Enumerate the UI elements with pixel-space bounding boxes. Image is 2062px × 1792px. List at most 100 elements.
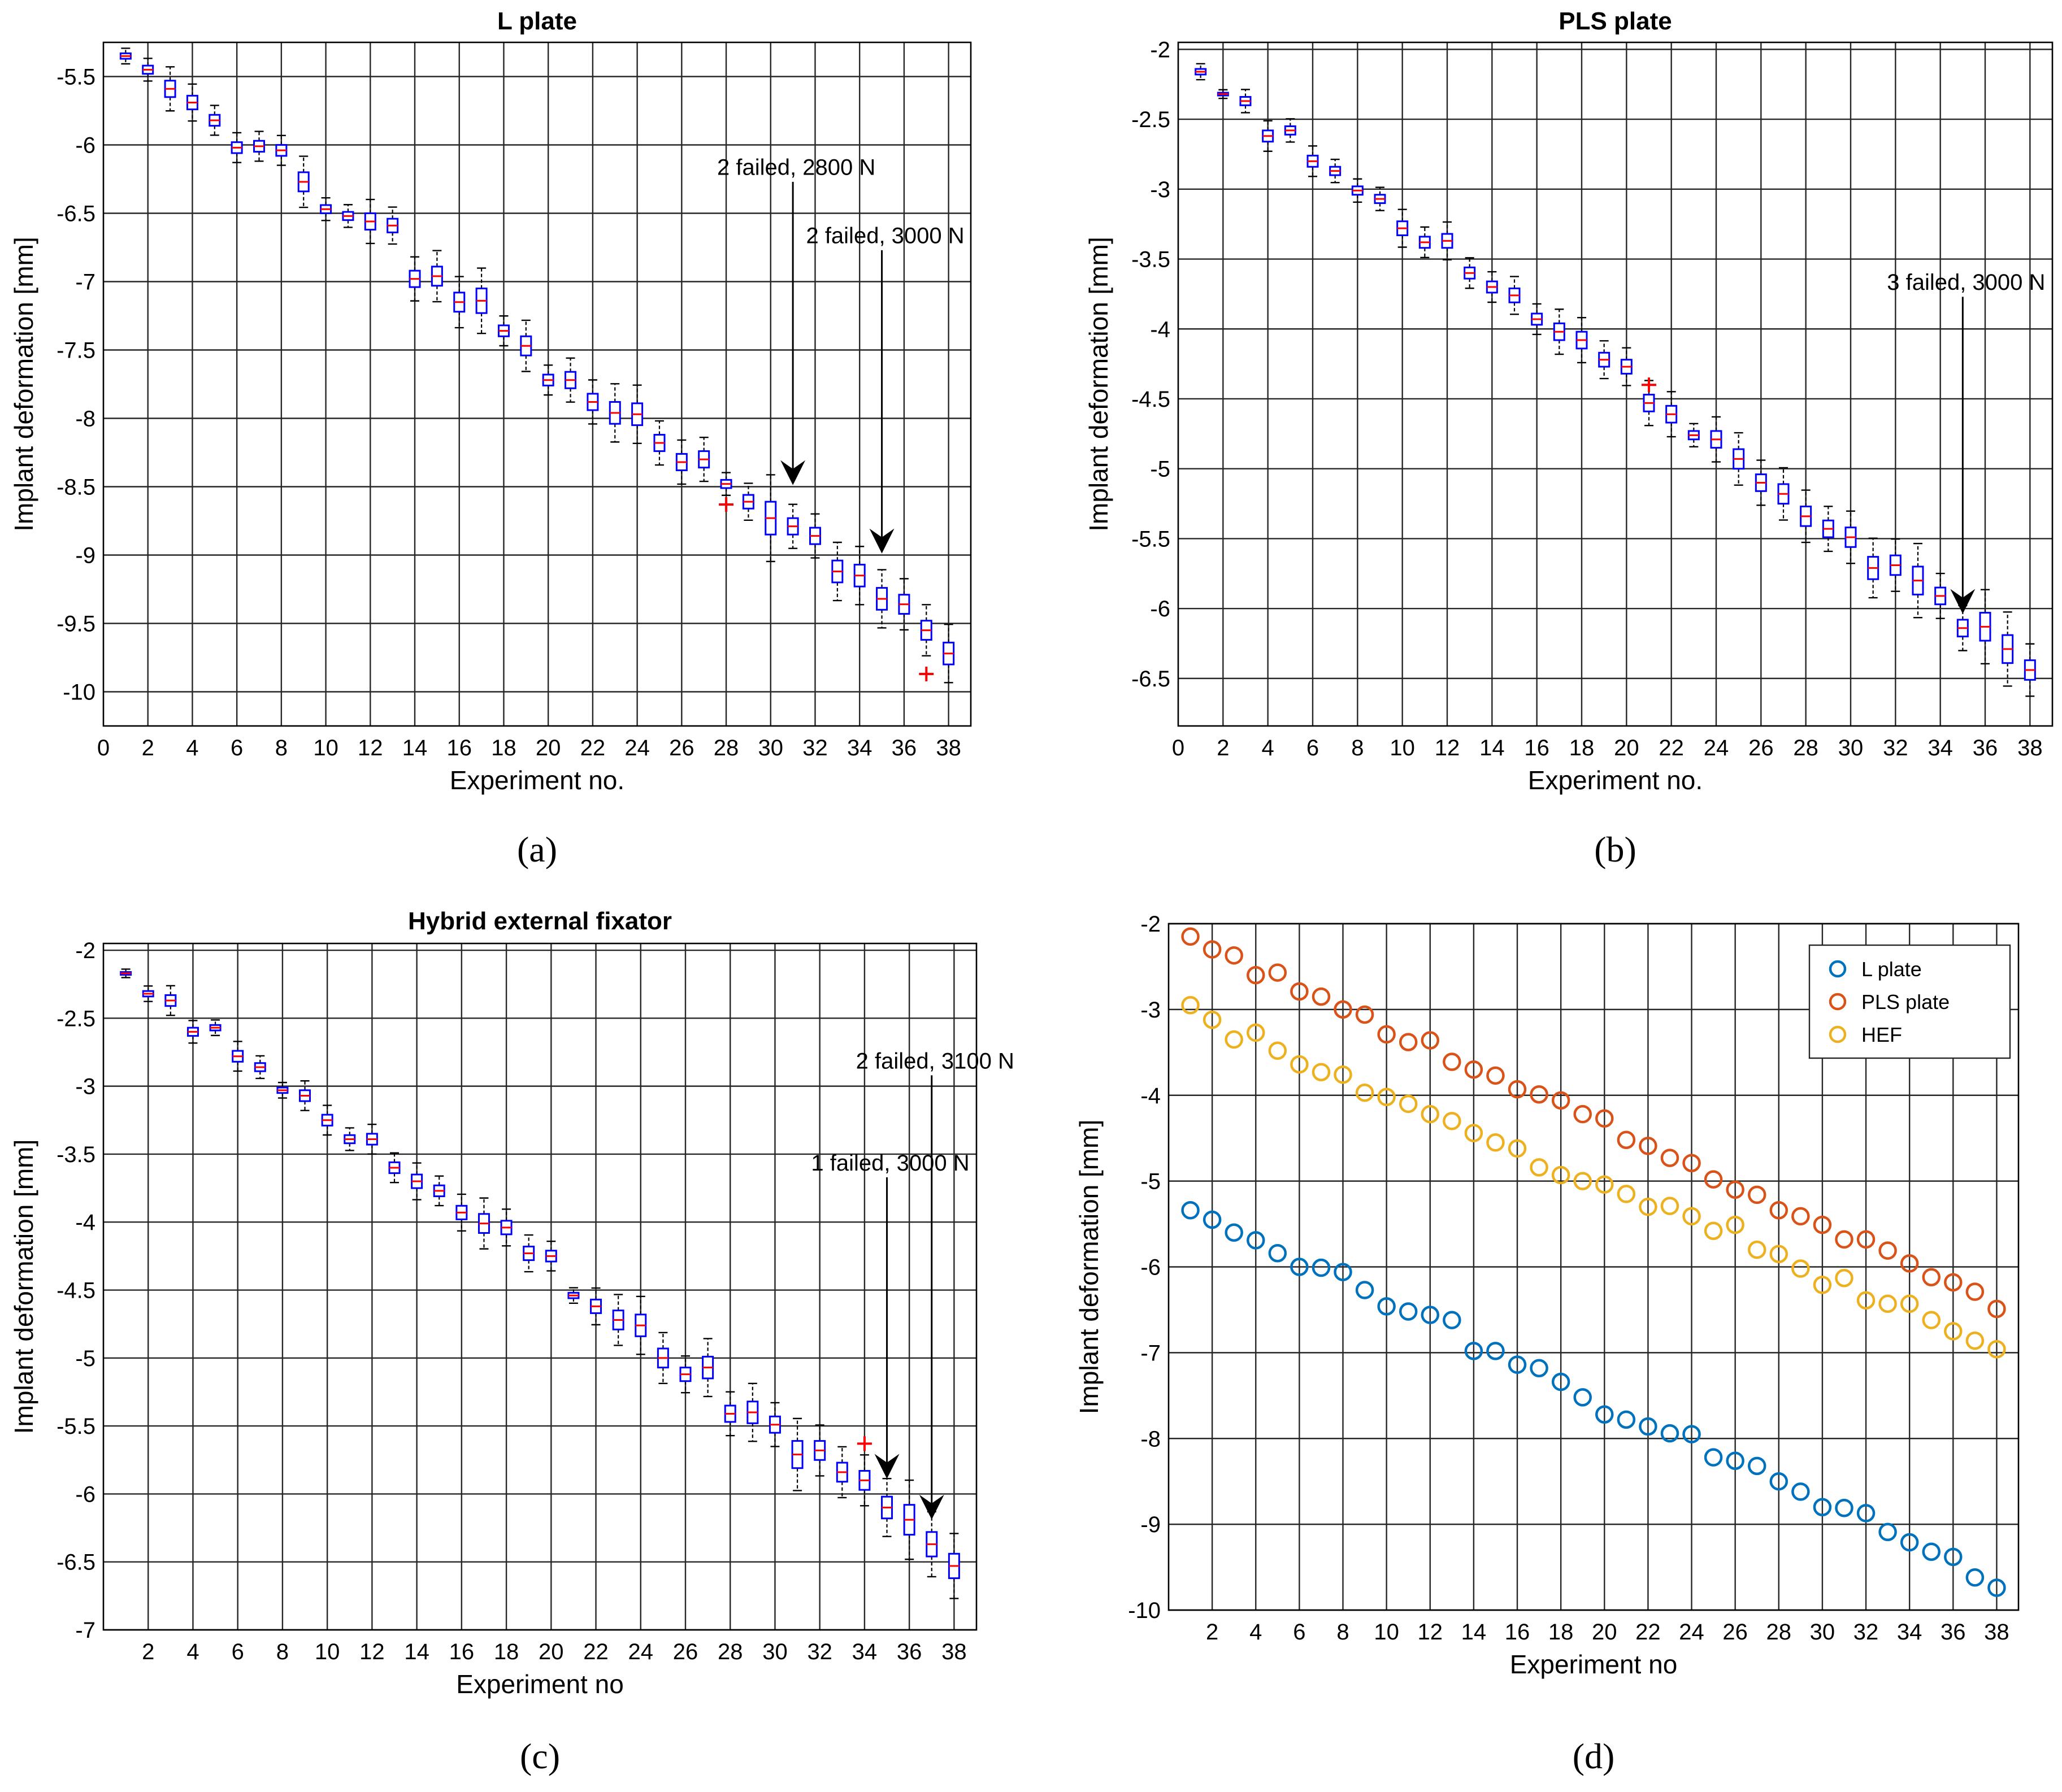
x-tick-label: 36 — [1941, 1620, 1966, 1645]
chart-panel-b: 0 2 4 6 8 10 12 14 16 18 20 22 24 26 28 30 32 34 36 38-6.5-… — [1084, 7, 2054, 869]
box-13 — [387, 206, 399, 245]
x-tick-label: 2 — [142, 736, 154, 760]
data-point — [1268, 1243, 1287, 1263]
box-33 — [831, 541, 844, 602]
box-38 — [948, 1533, 960, 1599]
x-tick-label: 18 — [491, 736, 516, 760]
y-tick-label: -7 — [75, 270, 95, 295]
data-point — [1421, 1104, 1440, 1124]
box-29 — [746, 1382, 759, 1442]
box-14 — [411, 1162, 423, 1201]
failure-annotation: 2 failed, 3000 N — [806, 224, 965, 554]
box-35 — [876, 569, 888, 629]
data-point — [1747, 1185, 1766, 1204]
data-point — [1443, 1311, 1461, 1329]
data-point — [1508, 1080, 1527, 1099]
x-tick-label: 18 — [1569, 736, 1595, 760]
data-point — [1835, 1268, 1853, 1288]
x-tick-label: 32 — [802, 736, 828, 760]
x-tick-label: 38 — [1984, 1620, 2009, 1645]
data-point — [1660, 1424, 1679, 1443]
box-21 — [1643, 380, 1655, 427]
data-point — [1203, 1210, 1222, 1229]
data-point — [1399, 1302, 1418, 1321]
data-point — [1922, 1311, 1941, 1329]
data-point — [1944, 1273, 1963, 1292]
box-33 — [1912, 542, 1924, 619]
annotation-text: 2 failed, 3100 N — [856, 1049, 1014, 1073]
x-tick-label: 34 — [1928, 736, 1953, 760]
y-tick-label: -9 — [1140, 1512, 1161, 1537]
box-24 — [1710, 416, 1722, 463]
axes-frame — [1177, 41, 2054, 727]
x-tick-label: 24 — [628, 1639, 654, 1664]
box-36 — [898, 578, 910, 631]
x-tick-label: 24 — [624, 736, 650, 760]
y-tick-label: -7.5 — [57, 338, 95, 363]
y-tick-label: -2.5 — [57, 1006, 95, 1031]
box-27 — [698, 436, 710, 482]
box-6 — [232, 1041, 244, 1072]
data-point — [1203, 1010, 1222, 1029]
box-16 — [1531, 303, 1543, 336]
data-point — [1290, 1055, 1309, 1074]
box-8 — [1351, 178, 1364, 203]
box-6 — [1306, 145, 1319, 177]
data-point — [1900, 1254, 1919, 1273]
x-tick-label: 6 — [231, 736, 243, 760]
data-point — [1268, 963, 1287, 982]
annotation-text: 2 failed, 3000 N — [806, 224, 964, 249]
data-point — [1900, 1533, 1919, 1552]
data-point — [1878, 1294, 1897, 1313]
y-tick-label: -5 — [75, 1346, 95, 1371]
x-tick-label: 36 — [897, 1639, 922, 1664]
box-10 — [321, 1104, 333, 1136]
x-tick-label: 10 — [1390, 736, 1415, 760]
x-axis-label: Experiment no. — [1528, 765, 1703, 795]
data-point — [1203, 940, 1222, 959]
data-point — [1334, 1000, 1352, 1019]
x-tick-label: 4 — [1262, 736, 1274, 760]
y-tick-label: -8 — [1140, 1426, 1161, 1451]
box-29 — [742, 482, 754, 521]
x-tick-label: 14 — [1479, 736, 1505, 760]
data-point — [1334, 1263, 1352, 1281]
data-point — [1747, 1240, 1766, 1259]
data-point — [1486, 1342, 1505, 1360]
data-point — [1399, 1094, 1418, 1114]
data-point — [1856, 1291, 1876, 1310]
x-tick-label: 28 — [718, 1639, 743, 1664]
x-tick-label: 34 — [847, 736, 872, 760]
data-point — [1268, 1041, 1287, 1060]
y-tick-label: -5.5 — [1131, 527, 1170, 551]
x-tick-label: 30 — [1810, 1620, 1835, 1645]
x-tick-label: 10 — [315, 1639, 340, 1664]
axes-frame — [102, 942, 978, 1631]
data-point — [1225, 1030, 1243, 1049]
box-5 — [1284, 118, 1296, 143]
box-13 — [1464, 257, 1476, 289]
box-31 — [1867, 537, 1879, 599]
panel-label: (b) — [1594, 829, 1636, 869]
box-25 — [657, 1332, 669, 1385]
x-tick-label: 4 — [1249, 1620, 1262, 1645]
legend-marker — [1829, 960, 1847, 978]
y-tick-label: -2.5 — [1131, 107, 1170, 132]
x-tick-label: 20 — [536, 736, 561, 760]
data-point — [1617, 1130, 1636, 1149]
data-point — [1965, 1568, 1985, 1587]
box-36 — [1979, 589, 1991, 665]
data-point — [1464, 1124, 1483, 1142]
y-tick-label: -8.5 — [57, 475, 95, 500]
data-point — [1660, 1149, 1679, 1167]
box-20 — [1620, 347, 1633, 386]
data-point — [1486, 1133, 1505, 1152]
box-2 — [142, 58, 154, 82]
data-point — [1704, 1448, 1723, 1467]
y-tick-label: -4.5 — [57, 1278, 95, 1303]
x-tick-label: 6 — [232, 1639, 244, 1664]
box-4 — [186, 1020, 199, 1044]
x-tick-label: 2 — [1206, 1620, 1218, 1645]
box-24 — [631, 384, 644, 444]
x-tick-label: 16 — [1524, 736, 1549, 760]
